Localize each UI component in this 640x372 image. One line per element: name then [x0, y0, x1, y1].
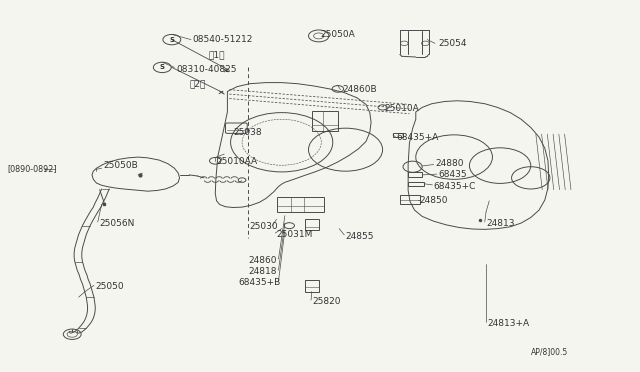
Text: 25050B: 25050B: [103, 161, 138, 170]
Text: AP/8]00.5: AP/8]00.5: [531, 347, 568, 356]
Text: 24818: 24818: [248, 267, 277, 276]
Text: 68435+B: 68435+B: [238, 278, 280, 287]
Text: 25030: 25030: [250, 222, 278, 231]
Text: 68435: 68435: [438, 170, 467, 179]
Text: 25050: 25050: [95, 282, 124, 291]
Text: （2）: （2）: [189, 80, 205, 89]
Text: 25056N: 25056N: [100, 219, 135, 228]
Text: 24855: 24855: [346, 231, 374, 241]
Text: S: S: [170, 36, 174, 43]
Text: 25038: 25038: [234, 128, 262, 137]
Text: 08540-51212: 08540-51212: [192, 35, 253, 44]
Text: 08310-40825: 08310-40825: [176, 65, 237, 74]
Text: 24813+A: 24813+A: [487, 320, 529, 328]
Text: 25054: 25054: [438, 39, 467, 48]
Text: [0890-0892]: [0890-0892]: [7, 164, 57, 173]
Text: 24850: 24850: [419, 196, 447, 205]
Text: 24860: 24860: [248, 256, 277, 264]
Text: 25010A: 25010A: [384, 104, 419, 113]
Text: 68435+C: 68435+C: [434, 182, 476, 190]
Text: 25820: 25820: [312, 297, 341, 306]
Text: 24860B: 24860B: [342, 85, 377, 94]
Text: 25010AA: 25010AA: [216, 157, 258, 166]
Text: 24880: 24880: [435, 159, 463, 168]
Text: 25031M: 25031M: [276, 230, 313, 239]
Text: S: S: [160, 64, 164, 70]
Text: 68435+A: 68435+A: [397, 133, 439, 142]
Text: 25050A: 25050A: [320, 30, 355, 39]
Text: （1）: （1）: [208, 50, 225, 59]
Text: 24813: 24813: [486, 219, 515, 228]
